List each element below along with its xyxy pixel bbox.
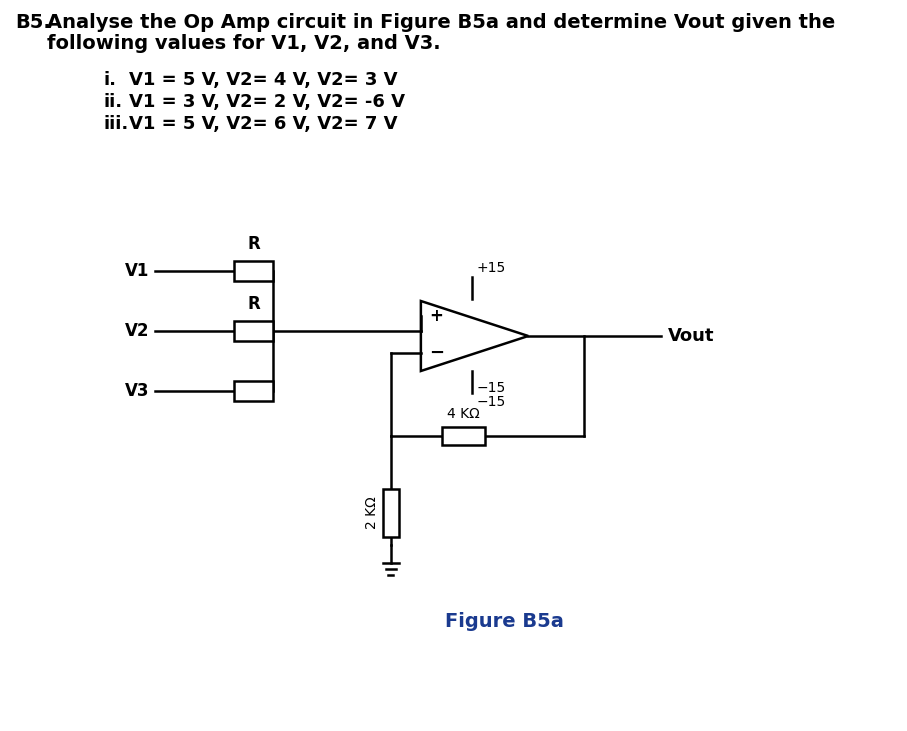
Bar [234, 321, 273, 341]
Bar [234, 381, 273, 401]
Text: V3: V3 [125, 382, 150, 400]
Text: R: R [247, 295, 259, 313]
Text: +: + [429, 307, 444, 325]
Bar [234, 261, 273, 281]
Text: +15: +15 [477, 261, 506, 275]
Bar [383, 489, 398, 537]
Text: −15: −15 [477, 395, 506, 409]
Text: ii.: ii. [103, 93, 122, 111]
Text: Analyse the Op Amp circuit in Figure B5a and determine Vout given the: Analyse the Op Amp circuit in Figure B5a… [47, 13, 835, 32]
Text: V1: V1 [125, 262, 150, 280]
Text: B5.: B5. [15, 13, 51, 32]
Text: Figure B5a: Figure B5a [445, 612, 564, 631]
Text: −15: −15 [477, 381, 506, 395]
Text: 4 KΩ: 4 KΩ [447, 407, 480, 421]
Bar [443, 427, 485, 445]
Text: i.: i. [103, 71, 116, 89]
Text: R: R [247, 235, 259, 253]
Text: following values for V1, V2, and V3.: following values for V1, V2, and V3. [47, 34, 441, 53]
Text: V1 = 5 V, V2= 6 V, V2= 7 V: V1 = 5 V, V2= 6 V, V2= 7 V [129, 115, 397, 133]
Text: V1 = 3 V, V2= 2 V, V2= -6 V: V1 = 3 V, V2= 2 V, V2= -6 V [129, 93, 405, 111]
Text: V1 = 5 V, V2= 4 V, V2= 3 V: V1 = 5 V, V2= 4 V, V2= 3 V [129, 71, 397, 89]
Text: 2 KΩ: 2 KΩ [365, 496, 379, 529]
Text: −: − [429, 344, 444, 362]
Text: Vout: Vout [668, 327, 715, 345]
Text: V2: V2 [125, 322, 150, 340]
Text: iii.: iii. [103, 115, 128, 133]
